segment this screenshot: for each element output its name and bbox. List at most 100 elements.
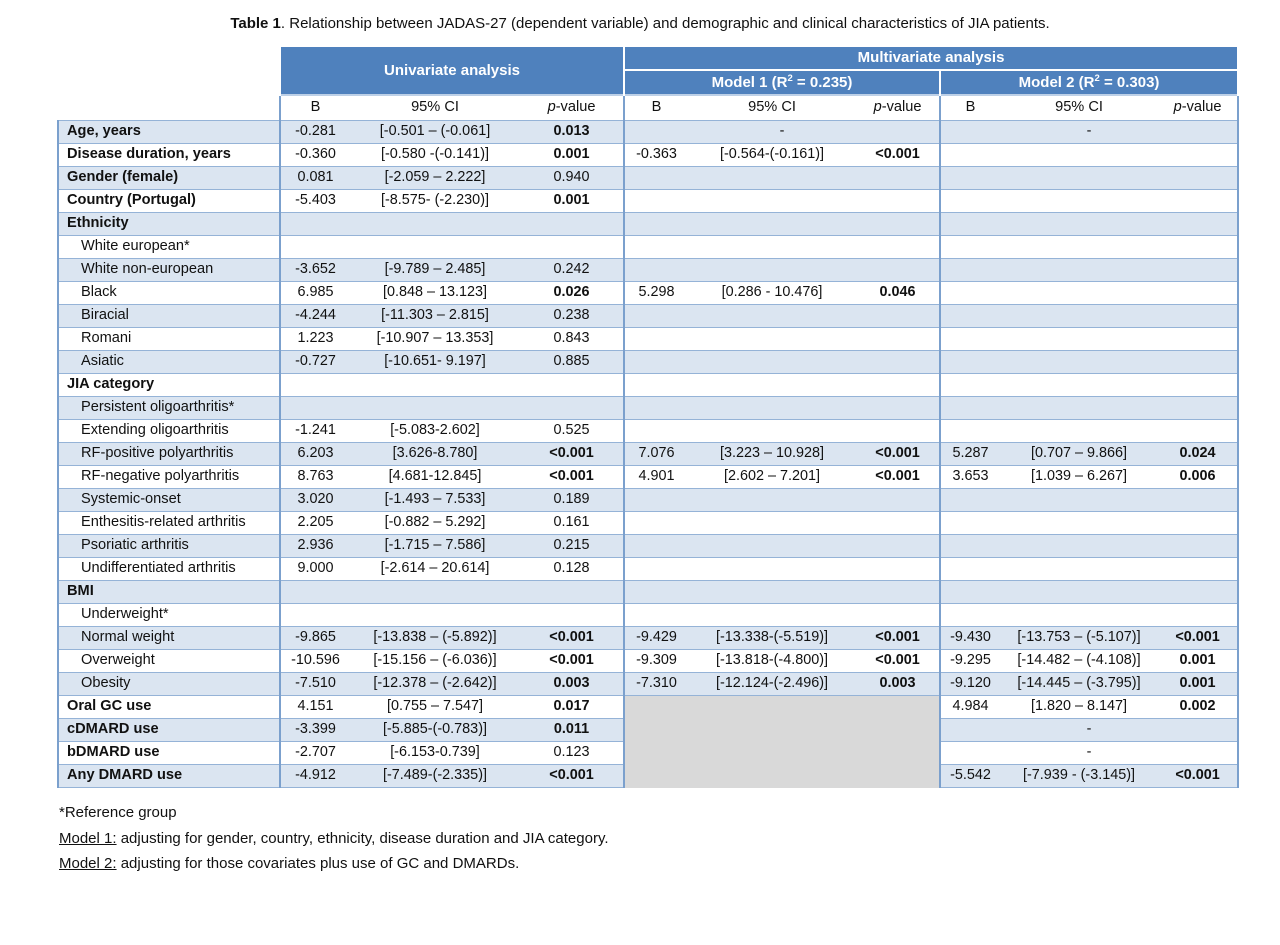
row-label: White european* [57,235,280,259]
cell-b-m1 [623,534,689,558]
cell-ci-uni: [-0.501 – (-0.061] [350,120,520,144]
table-row: Enthesitis-related arthritis 2.205 [-0.882… [57,511,1240,535]
cell-ci-m2: [1.820 – 8.147] [1000,695,1159,719]
cell-p-m1: <0.001 [856,649,941,673]
cell-b-m2: -9.120 [939,672,1001,696]
cell-p-m2 [1158,166,1240,190]
footnotes: *Reference group Model 1: adjusting for … [59,800,609,877]
cell-b-m1: 7.076 [623,442,689,466]
row-label: Underweight* [57,603,280,627]
cell-dash-m1: - [623,120,941,144]
cell-b-uni: -1.241 [279,419,350,443]
results-table: Univariate analysis Multivariate analysi… [57,45,1240,788]
table-row: JIA category [57,373,1240,397]
header-spacer [58,46,280,95]
cell-p-m2 [1158,603,1240,627]
cell-ci-uni: [-2.614 – 20.614] [350,557,520,581]
cell-b-m1 [623,603,689,627]
cell-p-m1 [856,258,941,282]
cell-p-uni: 0.238 [520,304,625,328]
table-row: Gender (female) 0.081 [-2.059 – 2.222] 0.94… [57,166,1240,190]
cell-b-m2 [939,281,1001,305]
cell-p-m1: 0.046 [856,281,941,305]
cell-ci-uni: [4.681-12.845] [350,465,520,489]
cell-ci-uni [350,212,520,236]
table-row: Ethnicity [57,212,1240,236]
cell-p-m2 [1158,373,1240,397]
cell-ci-m2 [1000,212,1159,236]
cell-p-uni [520,396,625,420]
cell-b-uni: 9.000 [279,557,350,581]
cell-p-m2 [1158,396,1240,420]
cell-p-m2 [1158,557,1240,581]
row-label: Asiatic [57,350,280,374]
col-header-b-model1: B [623,94,689,121]
cell-b-m1 [623,580,689,604]
row-label: Gender (female) [57,166,280,190]
cell-p-m2 [1158,419,1240,443]
cell-b-uni: 2.205 [279,511,350,535]
footnote-model2: Model 2: adjusting for those covariates … [59,855,520,872]
cell-p-m1 [856,488,941,512]
cell-p-uni: 0.843 [520,327,625,351]
cell-ci-uni: [0.755 – 7.547] [350,695,520,719]
cell-ci-uni: [-8.575- (-2.230)] [350,189,520,213]
cell-p-m1 [856,235,941,259]
cell-p-m2: 0.002 [1158,695,1240,719]
cell-b-uni [279,373,350,397]
cell-ci-m1: [-0.564-(-0.161)] [688,143,857,167]
row-label: cDMARD use [57,718,280,742]
model2-header: Model 2 (R2 = 0.303) [939,69,1240,95]
cell-ci-uni: [-6.153-0.739] [350,741,520,765]
cell-ci-m2 [1000,534,1159,558]
cell-ci-m2 [1000,189,1159,213]
cell-p-uni [520,603,625,627]
cell-b-m1 [623,304,689,328]
cell-b-m2 [939,557,1001,581]
cell-b-m2: 4.984 [939,695,1001,719]
cell-p-m2 [1158,580,1240,604]
cell-p-m1 [856,212,941,236]
table-row: Asiatic -0.727 [-10.651- 9.197] 0.885 [57,350,1240,374]
cell-p-m2 [1158,258,1240,282]
col-header-pvalue-univariate: p-value [520,94,625,121]
cell-ci-uni: [-5.083-2.602] [350,419,520,443]
cell-ci-m2 [1000,304,1159,328]
cell-b-uni: -7.510 [279,672,350,696]
cell-b-m2 [939,603,1001,627]
cell-b-m2 [939,534,1001,558]
cell-b-uni [279,235,350,259]
col-header-b-univariate: B [279,94,350,121]
cell-p-m2 [1158,189,1240,213]
cell-p-uni [520,235,625,259]
cell-p-m2 [1158,235,1240,259]
col-header-ci-univariate: 95% CI [350,94,520,121]
footnote-reference-group: *Reference group [59,804,177,821]
cell-p-uni: 0.123 [520,741,625,765]
cell-b-m1 [623,373,689,397]
cell-p-m1 [856,304,941,328]
cell-p-uni: <0.001 [520,649,625,673]
cell-p-m1 [856,373,941,397]
col-header-b-model2: B [939,94,1001,121]
row-label: Oral GC use [57,695,280,719]
cell-ci-m1 [688,488,857,512]
cell-p-uni: 0.011 [520,718,625,742]
column-label-spacer [58,95,280,121]
table-row: Psoriatic arthritis 2.936 [-1.715 – 7.586]… [57,534,1240,558]
cell-ci-uni: [-10.907 – 13.353] [350,327,520,351]
cell-ci-m2: [1.039 – 6.267] [1000,465,1159,489]
cell-p-m1 [856,419,941,443]
table-row: White non-european -3.652 [-9.789 – 2.485]… [57,258,1240,282]
cell-p-m1: <0.001 [856,465,941,489]
cell-ci-m1 [688,235,857,259]
cell-p-uni: 0.242 [520,258,625,282]
multivariate-analysis-header: Multivariate analysis [623,45,1240,71]
cell-p-uni: 0.001 [520,143,625,167]
cell-b-m1: 4.901 [623,465,689,489]
cell-ci-m1 [688,557,857,581]
cell-ci-uni: [-0.882 – 5.292] [350,511,520,535]
cell-p-m2 [1158,350,1240,374]
table-row: Disease duration, years -0.360 [-0.580 -(-… [57,143,1240,167]
cell-p-m1 [856,396,941,420]
